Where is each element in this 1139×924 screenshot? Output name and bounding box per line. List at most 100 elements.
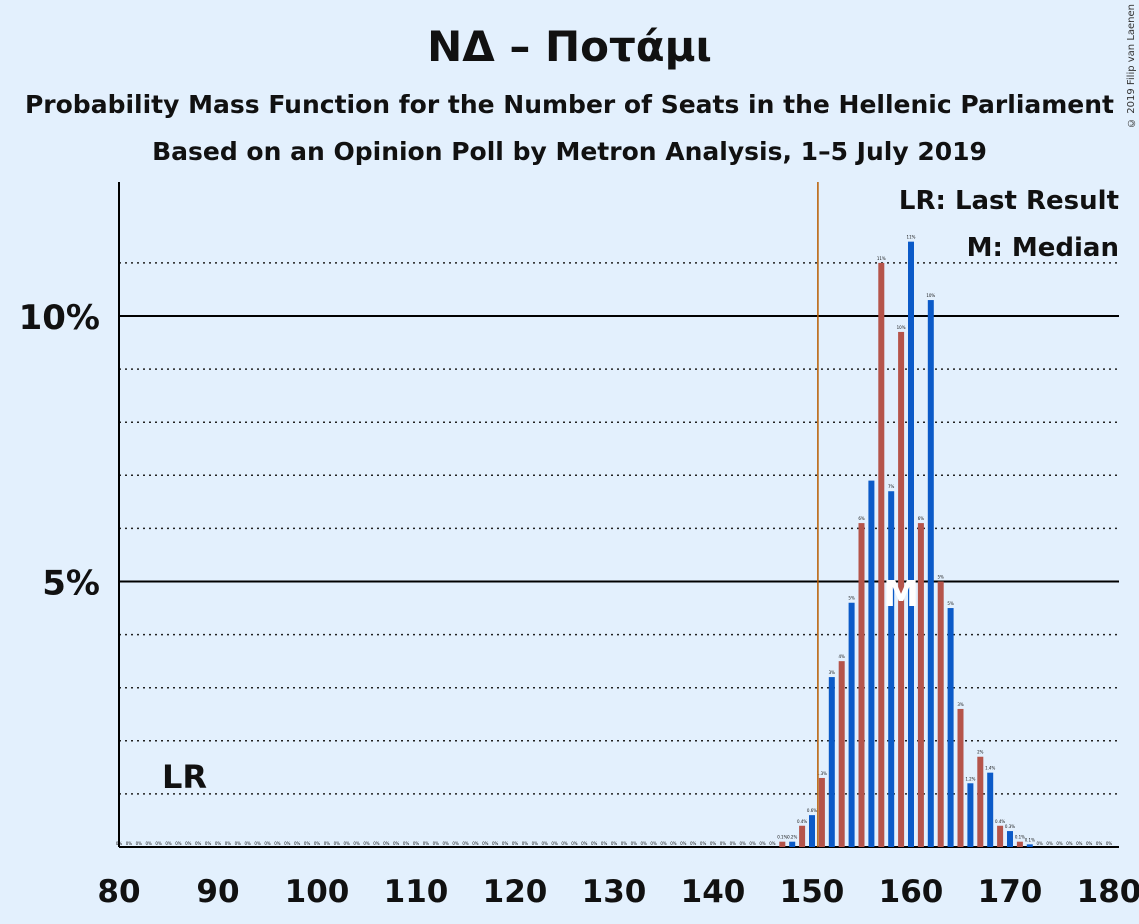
bar-label-zero: 0% (571, 841, 578, 846)
bar-label-zero: 0% (353, 841, 360, 846)
y-tick-label: 10% (19, 298, 100, 338)
bar-label: 1.3% (817, 771, 827, 776)
bar-seat-152 (828, 677, 835, 847)
bar-label-zero: 0% (730, 841, 737, 846)
bar-label-zero: 0% (551, 841, 558, 846)
bar-label-zero: 0% (680, 841, 687, 846)
bar-label-zero: 0% (542, 841, 549, 846)
bar-label: 5% (848, 596, 855, 601)
bar-label-zero: 0% (740, 841, 747, 846)
bar-label-zero: 0% (433, 841, 440, 846)
bar-label-zero: 0% (195, 841, 202, 846)
x-tick-label: 180 (1077, 874, 1139, 910)
bar-seat-150 (809, 815, 815, 847)
bar-label: 7% (888, 484, 895, 489)
bar-label-zero: 0% (205, 841, 212, 846)
bar-label-zero: 0% (225, 841, 232, 846)
bar-seat-149 (799, 825, 806, 847)
bar-label-zero: 0% (710, 841, 717, 846)
bar-label-zero: 0% (235, 841, 242, 846)
bar-label-zero: 0% (492, 841, 499, 846)
bar-label-zero: 0% (641, 841, 648, 846)
bar-seat-160 (908, 241, 914, 847)
bar-seat-154 (848, 602, 855, 847)
bar-label-zero: 0% (116, 841, 123, 846)
bar-seat-164 (947, 608, 954, 847)
bar-seat-148 (789, 841, 796, 847)
y-tick-label: 5% (42, 564, 100, 604)
bar-seat-155 (858, 523, 865, 847)
bar-label-zero: 0% (363, 841, 370, 846)
x-tick-label: 160 (879, 874, 944, 910)
bar-label: 4% (839, 654, 846, 659)
bar-label-zero: 0% (690, 841, 697, 846)
x-tick-label: 150 (780, 874, 845, 910)
bar-label: 6% (918, 516, 925, 521)
bar-label: 5% (938, 575, 945, 580)
bar-label-zero: 0% (155, 841, 162, 846)
median-marker: M (883, 574, 919, 615)
bar-label-zero: 0% (403, 841, 410, 846)
bar-label-zero: 0% (522, 841, 529, 846)
bar-label: 3% (957, 702, 964, 707)
bar-label-zero: 0% (314, 841, 321, 846)
bar-seat-167 (977, 756, 984, 847)
bar-label: 10% (926, 293, 935, 298)
last-result-label: LR (162, 758, 208, 796)
bar-label: 0.4% (995, 819, 1005, 824)
bar-label-zero: 0% (601, 841, 608, 846)
bar-label: 5% (947, 601, 954, 606)
bar-label-zero: 0% (502, 841, 509, 846)
bar-label-zero: 0% (462, 841, 469, 846)
bar-seat-168 (987, 772, 994, 847)
bar-label: 1.4% (985, 766, 995, 771)
bar-label-zero: 0% (215, 841, 222, 846)
bar-label: 0.1% (1015, 835, 1025, 840)
x-tick-label: 110 (384, 874, 449, 910)
bar-label-zero: 0% (165, 841, 172, 846)
bar-label-zero: 0% (126, 841, 133, 846)
bar-label-zero: 0% (443, 841, 450, 846)
bar-seat-169 (997, 825, 1004, 847)
bar-seat-162 (927, 300, 934, 847)
x-tick-label: 170 (978, 874, 1043, 910)
bar-seat-158 (888, 491, 895, 847)
legend-median: M: Median (966, 233, 1119, 263)
bar-label-zero: 0% (383, 841, 390, 846)
bar-label-zero: 0% (1066, 841, 1073, 846)
bar-label-zero: 0% (393, 841, 400, 846)
bar-label-zero: 0% (1037, 841, 1044, 846)
bar-label-zero: 0% (334, 841, 341, 846)
bar-label-zero: 0% (512, 841, 519, 846)
bar-label-zero: 0% (304, 841, 311, 846)
bar-label: 0.4% (797, 819, 807, 824)
bar-seat-172 (1026, 844, 1033, 847)
x-tick-label: 120 (483, 874, 548, 910)
bar-label: 0.1% (777, 835, 787, 840)
bar-label-zero: 0% (185, 841, 192, 846)
bar-label-zero: 0% (621, 841, 628, 846)
bar-label-zero: 0% (631, 841, 638, 846)
bar-label-zero: 0% (581, 841, 588, 846)
x-tick-label: 100 (285, 874, 350, 910)
bar-label-zero: 0% (452, 841, 459, 846)
bar-seat-166 (967, 783, 974, 847)
bar-label-zero: 0% (324, 841, 331, 846)
bar-seat-161 (917, 523, 924, 847)
bar-seat-170 (1007, 831, 1013, 847)
legend-last-result: LR: Last Result (898, 186, 1119, 216)
bar-label-zero: 0% (294, 841, 301, 846)
bar-label-zero: 0% (650, 841, 657, 846)
bar-label: 11% (877, 256, 886, 261)
bar-label-zero: 0% (720, 841, 727, 846)
x-tick-label: 80 (97, 874, 140, 910)
bar-label-zero: 0% (1056, 841, 1063, 846)
bar-label-zero: 0% (175, 841, 182, 846)
bar-label-zero: 0% (670, 841, 677, 846)
bar-label-zero: 0% (1096, 841, 1103, 846)
bar-label-zero: 0% (660, 841, 667, 846)
bar-seat-156 (868, 480, 875, 847)
bar-label-zero: 0% (769, 841, 776, 846)
bar-label-zero: 0% (373, 841, 380, 846)
